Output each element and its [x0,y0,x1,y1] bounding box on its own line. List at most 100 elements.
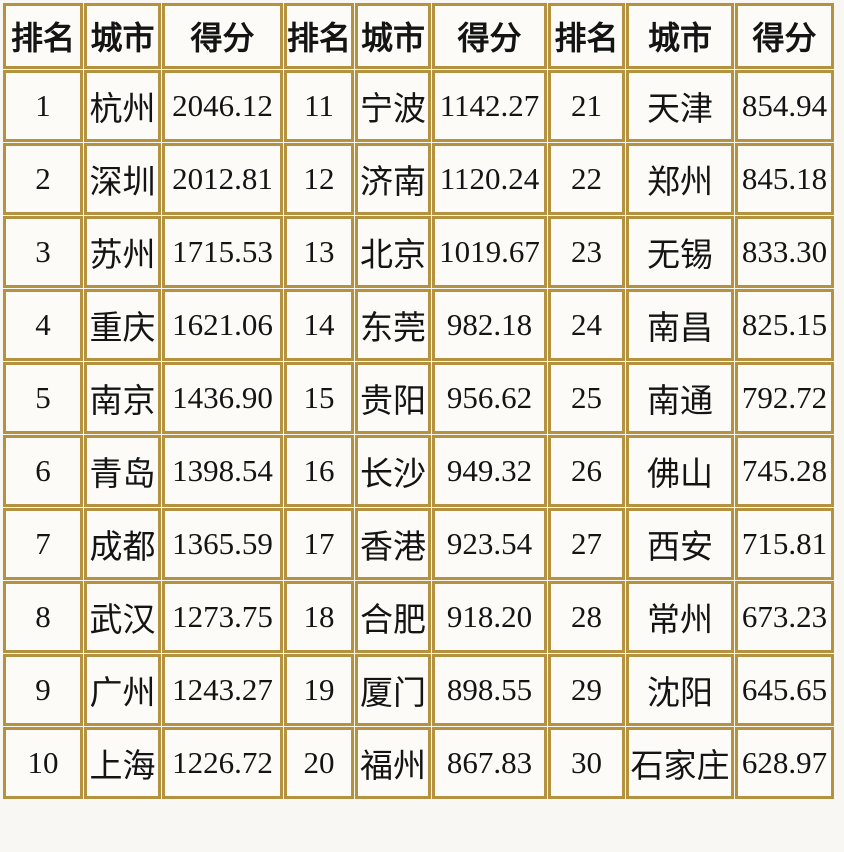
score-cell: 923.54 [432,508,548,580]
city-cell: 常州 [626,581,735,653]
score-cell: 1019.67 [432,216,548,288]
header-row: 排名 城市 得分 排名 城市 得分 排名 城市 得分 [3,3,835,69]
city-cell: 无锡 [626,216,735,288]
score-cell: 2012.81 [162,143,283,215]
score-cell: 867.83 [432,727,548,799]
header-cell-rank: 排名 [284,3,355,69]
table-row: 2 深圳 2012.81 12 济南 1120.24 22 郑州 845.18 [3,143,835,215]
rank-cell: 29 [548,654,626,726]
score-cell: 1715.53 [162,216,283,288]
rank-cell: 1 [3,70,83,142]
rank-cell: 27 [548,508,626,580]
city-cell: 济南 [355,143,432,215]
score-cell: 792.72 [735,362,835,434]
header-cell-city: 城市 [84,3,161,69]
rank-cell: 5 [3,362,83,434]
ranking-table: 排名 城市 得分 排名 城市 得分 排名 城市 得分 1 杭州 2046.12 … [2,2,835,800]
header-cell-score: 得分 [432,3,548,69]
rank-cell: 21 [548,70,626,142]
rank-cell: 7 [3,508,83,580]
rank-cell: 6 [3,435,83,507]
rank-cell: 4 [3,289,83,361]
city-cell: 北京 [355,216,432,288]
rank-cell: 17 [284,508,355,580]
city-cell: 石家庄 [626,727,735,799]
city-cell: 深圳 [84,143,161,215]
score-cell: 956.62 [432,362,548,434]
city-cell: 武汉 [84,581,161,653]
table-row: 3 苏州 1715.53 13 北京 1019.67 23 无锡 833.30 [3,216,835,288]
score-cell: 918.20 [432,581,548,653]
city-cell: 成都 [84,508,161,580]
table-row: 5 南京 1436.90 15 贵阳 956.62 25 南通 792.72 [3,362,835,434]
score-cell: 628.97 [735,727,835,799]
city-cell: 合肥 [355,581,432,653]
rank-cell: 24 [548,289,626,361]
city-cell: 天津 [626,70,735,142]
score-cell: 1243.27 [162,654,283,726]
city-cell: 贵阳 [355,362,432,434]
table-row: 8 武汉 1273.75 18 合肥 918.20 28 常州 673.23 [3,581,835,653]
table-row: 6 青岛 1398.54 16 长沙 949.32 26 佛山 745.28 [3,435,835,507]
score-cell: 1436.90 [162,362,283,434]
header-cell-rank: 排名 [3,3,83,69]
rank-cell: 8 [3,581,83,653]
rank-cell: 13 [284,216,355,288]
score-cell: 1273.75 [162,581,283,653]
score-cell: 949.32 [432,435,548,507]
score-cell: 845.18 [735,143,835,215]
header-cell-city: 城市 [355,3,432,69]
rank-cell: 22 [548,143,626,215]
city-cell: 南昌 [626,289,735,361]
table-row: 9 广州 1243.27 19 厦门 898.55 29 沈阳 645.65 [3,654,835,726]
score-cell: 982.18 [432,289,548,361]
header-cell-rank: 排名 [548,3,626,69]
score-cell: 673.23 [735,581,835,653]
header-cell-city: 城市 [626,3,735,69]
rank-cell: 9 [3,654,83,726]
score-cell: 1120.24 [432,143,548,215]
rank-cell: 28 [548,581,626,653]
city-cell: 广州 [84,654,161,726]
city-cell: 福州 [355,727,432,799]
city-cell: 西安 [626,508,735,580]
rank-cell: 30 [548,727,626,799]
table-row: 7 成都 1365.59 17 香港 923.54 27 西安 715.81 [3,508,835,580]
rank-cell: 14 [284,289,355,361]
city-cell: 厦门 [355,654,432,726]
table-row: 1 杭州 2046.12 11 宁波 1142.27 21 天津 854.94 [3,70,835,142]
score-cell: 1621.06 [162,289,283,361]
table-row: 4 重庆 1621.06 14 东莞 982.18 24 南昌 825.15 [3,289,835,361]
rank-cell: 18 [284,581,355,653]
city-cell: 东莞 [355,289,432,361]
rank-cell: 11 [284,70,355,142]
city-cell: 宁波 [355,70,432,142]
score-cell: 645.65 [735,654,835,726]
city-cell: 香港 [355,508,432,580]
rank-cell: 23 [548,216,626,288]
city-cell: 长沙 [355,435,432,507]
city-cell: 南京 [84,362,161,434]
rank-cell: 20 [284,727,355,799]
header-cell-score: 得分 [162,3,283,69]
score-cell: 898.55 [432,654,548,726]
rank-cell: 2 [3,143,83,215]
city-cell: 重庆 [84,289,161,361]
rank-cell: 12 [284,143,355,215]
city-cell: 佛山 [626,435,735,507]
rank-cell: 26 [548,435,626,507]
city-cell: 南通 [626,362,735,434]
rank-cell: 19 [284,654,355,726]
score-cell: 2046.12 [162,70,283,142]
score-cell: 833.30 [735,216,835,288]
rank-cell: 10 [3,727,83,799]
rank-cell: 16 [284,435,355,507]
city-cell: 郑州 [626,143,735,215]
score-cell: 745.28 [735,435,835,507]
city-cell: 沈阳 [626,654,735,726]
header-cell-score: 得分 [735,3,835,69]
rank-cell: 25 [548,362,626,434]
score-cell: 1226.72 [162,727,283,799]
score-cell: 854.94 [735,70,835,142]
score-cell: 1142.27 [432,70,548,142]
